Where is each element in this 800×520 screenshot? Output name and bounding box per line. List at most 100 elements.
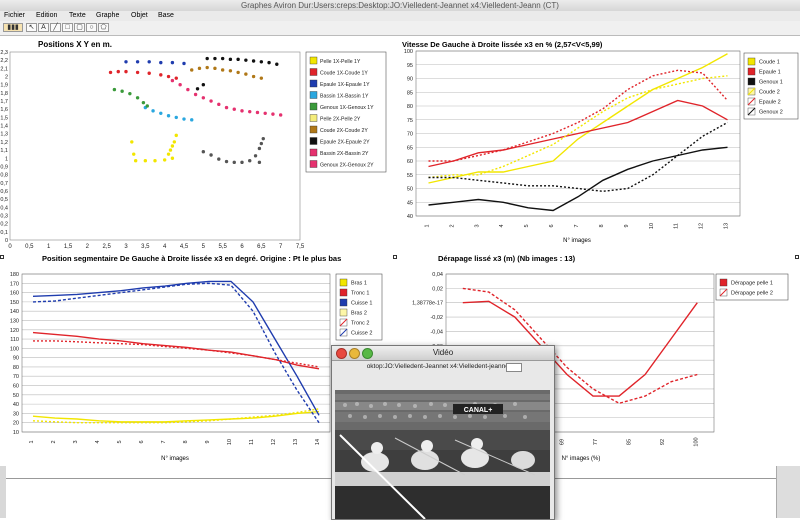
- rect-tool-icon[interactable]: □: [62, 23, 73, 32]
- video-frame-field[interactable]: [506, 363, 522, 372]
- minimize-icon[interactable]: [349, 348, 360, 359]
- channel-logo: CANAL+: [464, 407, 493, 414]
- legend-swatch: [747, 67, 756, 76]
- position-point: [220, 56, 225, 61]
- position-point: [153, 159, 157, 163]
- legend-swatch: [339, 308, 348, 317]
- chart-tool-icon[interactable]: ▮▮▮: [3, 23, 23, 32]
- tick-label: 5,5: [218, 244, 227, 249]
- positions-chart-svg: Positions X Y en m. 2,3 2,2 2,1 2 1,9 1,8 1,7 1…: [0, 40, 387, 249]
- tick-label: 130: [10, 318, 19, 324]
- position-point: [261, 136, 265, 141]
- tick-label: 80: [13, 365, 19, 371]
- video-title: Vidéo: [432, 348, 454, 357]
- legend-label: Cuisse 2: [351, 331, 372, 337]
- tick-label: 8: [599, 224, 605, 227]
- position-point: [244, 58, 248, 62]
- legend-label: Tronc 1: [351, 291, 369, 297]
- position-point: [182, 117, 186, 121]
- vertical-scrollbar[interactable]: [0, 466, 6, 518]
- tick-label: 95: [407, 63, 413, 69]
- segmentaire-title: Position segmentaire De Gauche à Droite …: [42, 254, 341, 263]
- tick-label: 3: [124, 244, 128, 249]
- selection-handle[interactable]: [393, 255, 397, 259]
- legend-hatch: [339, 328, 348, 337]
- close-icon[interactable]: [336, 348, 347, 359]
- legend-swatch: [309, 79, 318, 88]
- tick-label: 69: [559, 439, 565, 445]
- positions-chart[interactable]: Positions X Y en m. 2,3 2,2 2,1 2 1,9 1,8 1,7 1…: [0, 36, 392, 249]
- tick-label: 0,2: [0, 222, 8, 228]
- series-line: [462, 287, 698, 405]
- menu-objet[interactable]: Objet: [131, 12, 148, 19]
- tick-label: 50: [13, 393, 19, 399]
- tick-label: 11: [249, 439, 255, 445]
- vitesse-chart[interactable]: Vitesse De Gauche à Droite lissée x3 en …: [396, 36, 800, 249]
- tick-label: 1,5: [64, 244, 73, 249]
- series-line: [32, 331, 320, 370]
- tick-label: 11: [674, 223, 680, 229]
- tick-label: 4: [95, 440, 101, 443]
- tick-label: 5: [524, 224, 530, 227]
- menu-texte[interactable]: Texte: [69, 12, 86, 19]
- position-point: [232, 160, 236, 165]
- tick-label: 2: [51, 440, 57, 443]
- series-line: [428, 99, 728, 168]
- legend-label: Coude 2: [759, 90, 780, 96]
- menu-bar: Fichier Edition Texte Graphe Objet Base: [0, 11, 800, 21]
- legend-label: Pelle 1X-Pelle 1Y: [320, 59, 361, 65]
- segmentaire-chart[interactable]: Position segmentaire De Gauche à Droite …: [0, 250, 392, 466]
- tick-label: 7: [161, 440, 167, 443]
- menu-edition[interactable]: Edition: [36, 12, 58, 19]
- tick-label: 2,2: [0, 58, 8, 64]
- positions-legend-box: [305, 51, 387, 173]
- oval-tool-icon[interactable]: ○: [86, 23, 97, 32]
- selection-handle[interactable]: [0, 255, 4, 259]
- tick-label: 2,1: [0, 66, 8, 72]
- pointer-tool-icon[interactable]: ↖: [26, 23, 37, 32]
- series-line: [428, 121, 728, 193]
- menu-fichier[interactable]: Fichier: [4, 12, 26, 19]
- tick-label: 6: [139, 440, 145, 443]
- position-point: [209, 99, 213, 103]
- position-point: [166, 152, 171, 156]
- video-titlebar[interactable]: Vidéo: [332, 346, 554, 361]
- position-point: [162, 158, 167, 162]
- tick-label: 8: [183, 440, 189, 443]
- polygon-tool-icon[interactable]: ⬠: [98, 23, 109, 32]
- position-point: [209, 153, 213, 157]
- menu-graphe[interactable]: Graphe: [96, 12, 120, 19]
- line-tool-icon[interactable]: ╱: [50, 23, 61, 32]
- legend-label: Pelle 2X-Pelle 2Y: [320, 117, 361, 123]
- plot-area: [21, 273, 331, 433]
- video-window[interactable]: Vidéo oktop:JO:Vielledent-Jeannet x4:Vie…: [331, 345, 555, 520]
- selection-handle[interactable]: [795, 255, 799, 259]
- position-point: [124, 60, 128, 64]
- text-tool-icon[interactable]: A: [38, 23, 49, 32]
- legend-label: Epaule 1: [759, 70, 781, 76]
- position-point: [174, 76, 178, 80]
- legend-swatch: [309, 160, 318, 168]
- menu-base[interactable]: Base: [158, 12, 174, 19]
- tick-label: 5: [202, 244, 206, 249]
- plot-area: [415, 50, 741, 217]
- position-point: [147, 60, 151, 64]
- tick-label: 40: [407, 214, 413, 220]
- zoom-icon[interactable]: [362, 348, 373, 359]
- tick-label: 45: [407, 200, 413, 206]
- tick-label: 12: [699, 223, 705, 229]
- toolbar: ▮▮▮ ↖ A ╱ □ ▢ ○ ⬠: [0, 21, 800, 36]
- legend-label: Genoux 2: [759, 110, 783, 116]
- tick-label: 4,5: [180, 244, 189, 249]
- round-rect-tool-icon[interactable]: ▢: [74, 23, 85, 32]
- segmentaire-chart-svg: Position segmentaire De Gauche à Droite …: [10, 254, 383, 462]
- tick-label: 1,8: [0, 91, 8, 97]
- vitesse-chart-svg: Vitesse De Gauche à Droite lissée x3 en …: [402, 40, 799, 244]
- position-point: [259, 141, 264, 146]
- position-point: [263, 111, 267, 116]
- tick-label: 13: [293, 439, 299, 445]
- tick-label: 110: [10, 337, 19, 343]
- vitesse-x-label: N° images: [563, 238, 591, 244]
- tick-label: 40: [13, 402, 19, 408]
- legend-label: Coude 1X-Coude 1Y: [320, 71, 368, 77]
